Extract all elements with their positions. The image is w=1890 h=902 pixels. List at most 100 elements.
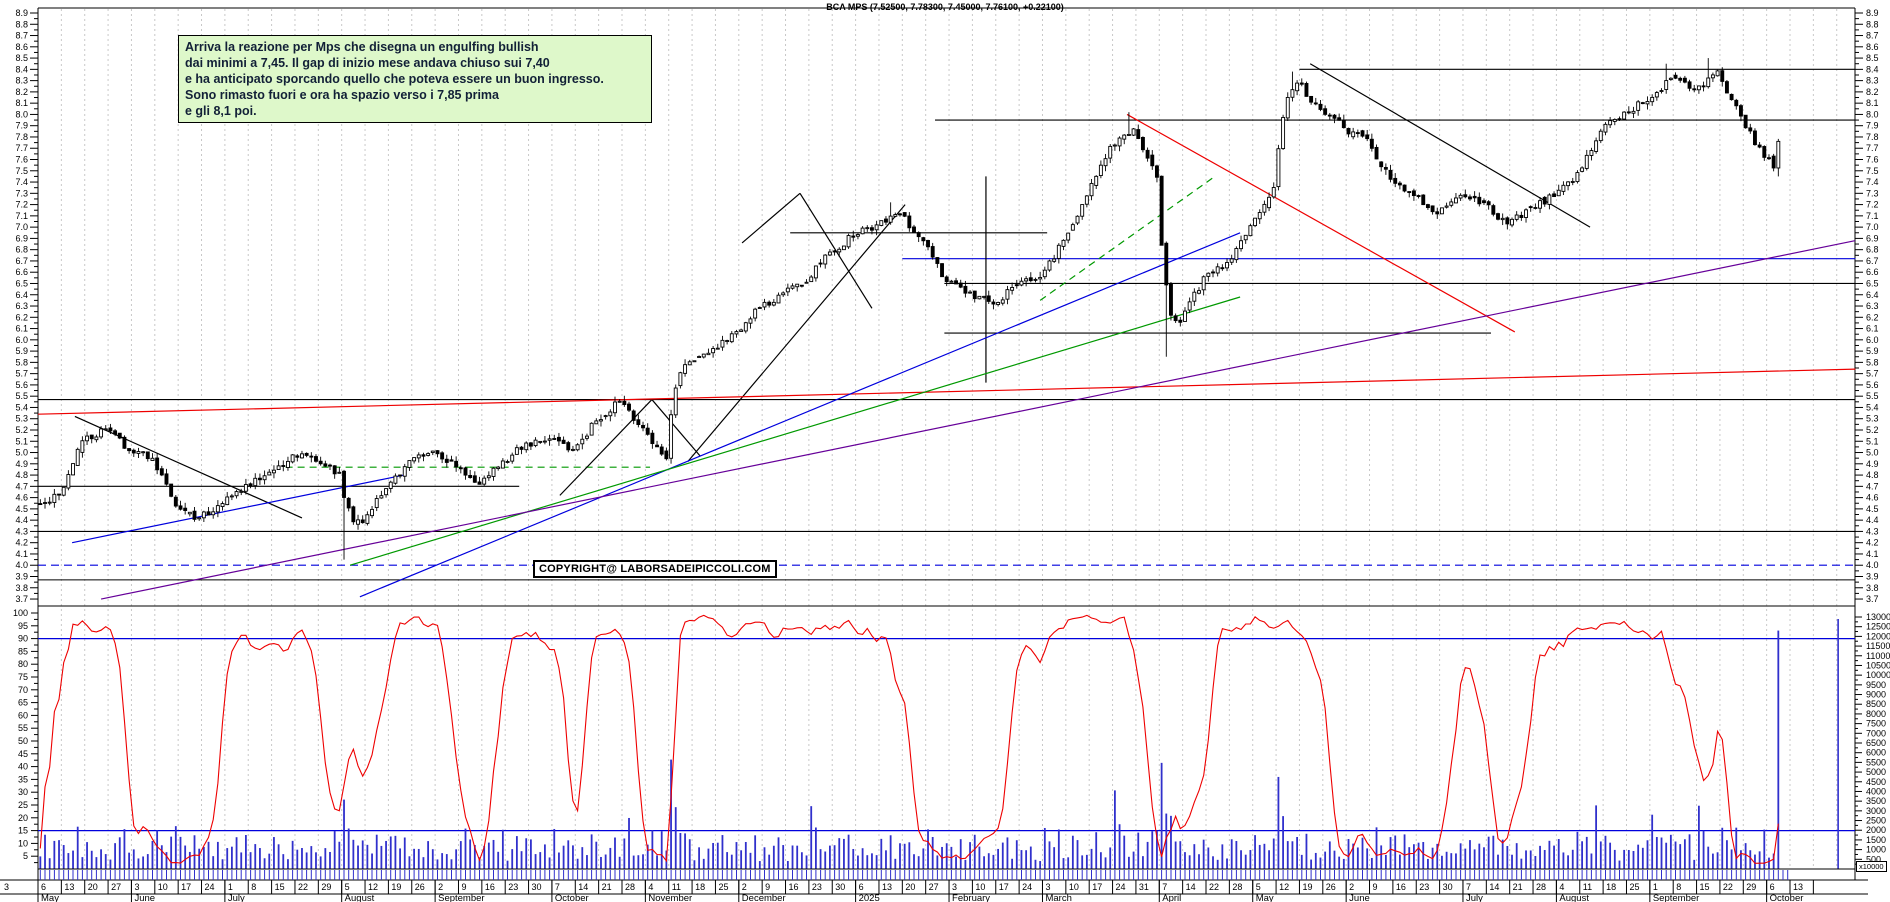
svg-text:50: 50 [18,736,28,746]
svg-text:23: 23 [508,882,518,892]
svg-text:5: 5 [23,851,28,861]
svg-text:5.0: 5.0 [1866,448,1879,458]
svg-text:4.9: 4.9 [15,459,28,469]
svg-text:7.4: 7.4 [1866,177,1879,187]
svg-text:3.9: 3.9 [1866,572,1879,582]
svg-text:14: 14 [1489,882,1499,892]
svg-text:8.0: 8.0 [15,109,28,119]
svg-text:12: 12 [1279,882,1289,892]
svg-text:25: 25 [1629,882,1639,892]
svg-text:8.1: 8.1 [15,98,28,108]
svg-text:7.1: 7.1 [15,211,28,221]
svg-text:3500: 3500 [1866,796,1886,806]
svg-text:6.4: 6.4 [1866,290,1879,300]
svg-text:4.4: 4.4 [15,515,28,525]
svg-text:4.4: 4.4 [1866,515,1879,525]
svg-text:20: 20 [18,813,28,823]
svg-text:October: October [555,893,589,902]
svg-text:60: 60 [18,710,28,720]
svg-text:30: 30 [1443,882,1453,892]
stochastic-line [39,614,1779,864]
svg-text:2000: 2000 [1866,825,1886,835]
svg-text:4: 4 [1559,882,1564,892]
svg-text:4.8: 4.8 [15,470,28,480]
svg-text:7.0: 7.0 [15,222,28,232]
svg-text:6.0: 6.0 [15,335,28,345]
svg-text:5.6: 5.6 [15,380,28,390]
svg-text:5.9: 5.9 [15,346,28,356]
svg-text:27: 27 [929,882,939,892]
svg-text:5: 5 [345,882,350,892]
svg-text:28: 28 [625,882,635,892]
svg-text:7.3: 7.3 [15,188,28,198]
svg-text:5.6: 5.6 [1866,380,1879,390]
grid-weekly [37,9,1838,869]
svg-text:7.0: 7.0 [1866,222,1879,232]
svg-text:5.0: 5.0 [15,448,28,458]
svg-text:8.7: 8.7 [15,31,28,41]
svg-text:45: 45 [18,749,28,759]
svg-text:22: 22 [1209,882,1219,892]
oscillator-hlines [38,637,1855,832]
svg-text:95: 95 [18,621,28,631]
svg-text:4500: 4500 [1866,777,1886,787]
svg-text:3: 3 [1045,882,1050,892]
svg-text:February: February [952,893,990,902]
svg-text:1500: 1500 [1866,835,1886,845]
svg-text:26: 26 [1326,882,1336,892]
svg-text:May: May [41,893,59,902]
svg-text:7.8: 7.8 [1866,132,1879,142]
svg-text:4.7: 4.7 [15,481,28,491]
svg-text:4000: 4000 [1866,786,1886,796]
svg-text:5.8: 5.8 [1866,357,1879,367]
svg-text:March: March [1045,893,1071,902]
svg-text:6.8: 6.8 [15,245,28,255]
svg-text:6.1: 6.1 [15,324,28,334]
svg-text:7.3: 7.3 [1866,188,1879,198]
svg-text:15: 15 [1700,882,1710,892]
svg-text:65: 65 [18,698,28,708]
svg-text:4.8: 4.8 [1866,470,1879,480]
svg-text:7.6: 7.6 [1866,155,1879,165]
svg-text:8.4: 8.4 [1866,64,1879,74]
svg-text:9: 9 [765,882,770,892]
svg-text:October: October [1770,893,1804,902]
svg-text:30: 30 [532,882,542,892]
svg-text:7.2: 7.2 [15,200,28,210]
svg-text:5.4: 5.4 [1866,402,1879,412]
svg-text:14: 14 [1186,882,1196,892]
svg-text:5500: 5500 [1866,757,1886,767]
svg-text:6: 6 [41,882,46,892]
svg-text:35: 35 [18,774,28,784]
svg-text:6.5: 6.5 [1866,278,1879,288]
svg-text:15: 15 [18,826,28,836]
svg-text:40: 40 [18,762,28,772]
svg-text:June: June [134,893,155,902]
svg-text:100: 100 [13,608,28,618]
svg-text:23: 23 [812,882,822,892]
svg-text:28: 28 [1232,882,1242,892]
svg-text:9: 9 [461,882,466,892]
svg-text:6.2: 6.2 [15,312,28,322]
svg-text:8500: 8500 [1866,699,1886,709]
svg-text:5.5: 5.5 [1866,391,1879,401]
svg-text:4.5: 4.5 [15,504,28,514]
svg-text:5.2: 5.2 [15,425,28,435]
svg-text:8.9: 8.9 [15,8,28,18]
svg-text:11: 11 [672,882,681,892]
svg-text:10500: 10500 [1866,660,1890,670]
svg-text:2: 2 [742,882,747,892]
svg-text:4.1: 4.1 [15,549,28,559]
svg-text:90: 90 [18,634,28,644]
svg-text:6: 6 [1770,882,1775,892]
svg-text:70: 70 [18,685,28,695]
svg-text:10: 10 [1069,882,1079,892]
svg-text:8.3: 8.3 [1866,76,1879,86]
svg-text:4.0: 4.0 [15,560,28,570]
svg-text:8.8: 8.8 [15,19,28,29]
svg-text:8.4: 8.4 [15,64,28,74]
svg-text:2: 2 [1349,882,1354,892]
svg-text:10: 10 [975,882,985,892]
svg-text:4.6: 4.6 [15,493,28,503]
svg-text:6.2: 6.2 [1866,312,1879,322]
